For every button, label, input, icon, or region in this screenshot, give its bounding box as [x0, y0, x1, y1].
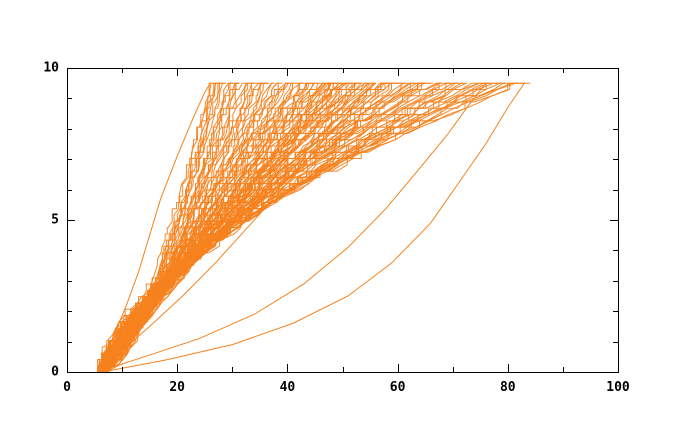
envelope-series — [96, 82, 525, 373]
axis-ticks — [66, 67, 620, 374]
model-curve — [97, 82, 406, 373]
curve-bundle — [96, 82, 531, 373]
model-curve-model-envelope-left — [96, 82, 211, 373]
y-tick-label-10: 10 — [43, 60, 59, 76]
model-curve-model-outlier-right — [102, 82, 525, 373]
y-tick-label-0: 0 — [51, 364, 59, 380]
model-curve — [101, 82, 416, 373]
x-tick-label-100: 100 — [606, 380, 630, 395]
model-curve — [97, 82, 527, 373]
model-curve — [103, 82, 518, 373]
y-tick-label-5: 5 — [51, 212, 59, 228]
x-tick-label-0: 0 — [63, 380, 71, 395]
model-curve — [98, 82, 399, 373]
model-curve — [105, 82, 506, 373]
model-curve — [107, 82, 531, 373]
model-curve — [101, 82, 492, 373]
model-curve — [99, 82, 428, 373]
model-curve-model-envelope-median — [96, 82, 376, 373]
x-tick-label-20: 20 — [169, 380, 186, 395]
model-curve — [98, 82, 517, 373]
model-curve — [106, 82, 368, 373]
x-tick-label-60: 60 — [389, 380, 406, 395]
x-tick-label-80: 80 — [499, 380, 516, 395]
x-tick-label-40: 40 — [279, 380, 296, 395]
model-curve-model-envelope-right — [97, 82, 487, 373]
